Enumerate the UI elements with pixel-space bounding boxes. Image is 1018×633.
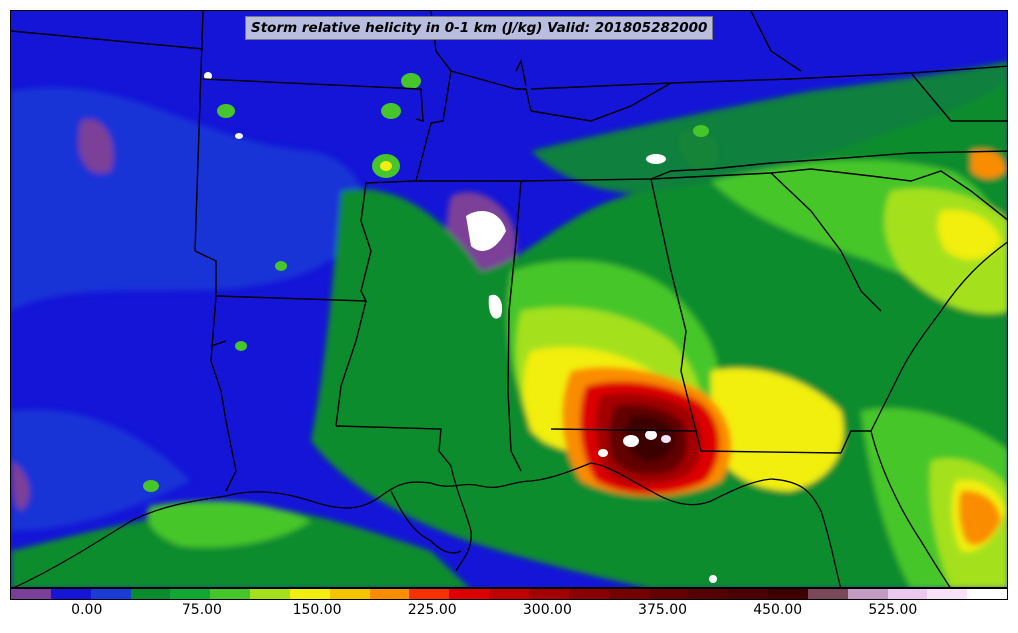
colorbar-swatch: [568, 589, 609, 599]
colorbar-tick-label: 0.00: [71, 602, 103, 618]
map-title: Storm relative helicity in 0-1 km (J/kg)…: [245, 16, 714, 40]
colorbar-swatch: [927, 589, 968, 599]
colorbar-swatch: [847, 589, 888, 599]
colorbar-swatch: [369, 589, 410, 599]
coastlines: [13, 241, 1007, 587]
colorbar-tick-label: 150.00: [292, 602, 342, 618]
colorbar-swatch: [449, 589, 490, 599]
colorbar-swatch: [50, 589, 91, 599]
colorbar: [10, 588, 1008, 600]
colorbar-swatch: [887, 589, 928, 599]
colorbar-tick-label: 450.00: [753, 602, 803, 618]
colorbar-swatch: [210, 589, 251, 599]
colorbar-swatch: [11, 589, 51, 599]
helicity-map: [11, 11, 1007, 587]
state-borders: [11, 11, 1007, 492]
colorbar-swatch: [967, 589, 1008, 599]
colorbar-swatch: [289, 589, 330, 599]
colorbar-tick-label: 375.00: [638, 602, 688, 618]
colorbar-swatch: [409, 589, 450, 599]
map-panel: [10, 10, 1008, 588]
colorbar-tick-label: 225.00: [407, 602, 457, 618]
colorbar-swatch: [768, 589, 808, 599]
colorbar-swatch: [648, 589, 689, 599]
colorbar-swatch: [90, 589, 131, 599]
colorbar-swatch: [489, 589, 529, 599]
colorbar-ticks: 0.00 75.00 150.00 225.00 300.00 375.00 450.00 5…: [10, 602, 1008, 626]
scattered-cells: [143, 73, 709, 492]
helicity-fill: [11, 61, 1007, 587]
colorbar-swatch: [688, 589, 729, 599]
colorbar-swatch: [728, 589, 769, 599]
colorbar-swatch: [329, 589, 370, 599]
max-helicity-spots: [204, 72, 717, 583]
colorbar-swatch: [130, 589, 171, 599]
colorbar-swatch: [170, 589, 211, 599]
colorbar-swatch: [528, 589, 569, 599]
colorbar-swatch: [250, 589, 290, 599]
colorbar-swatch: [608, 589, 649, 599]
colorbar-swatch: [807, 589, 848, 599]
colorbar-tick-label: 75.00: [181, 602, 222, 618]
colorbar-tick-label: 300.00: [522, 602, 572, 618]
colorbar-tick-label: 525.00: [868, 602, 918, 618]
